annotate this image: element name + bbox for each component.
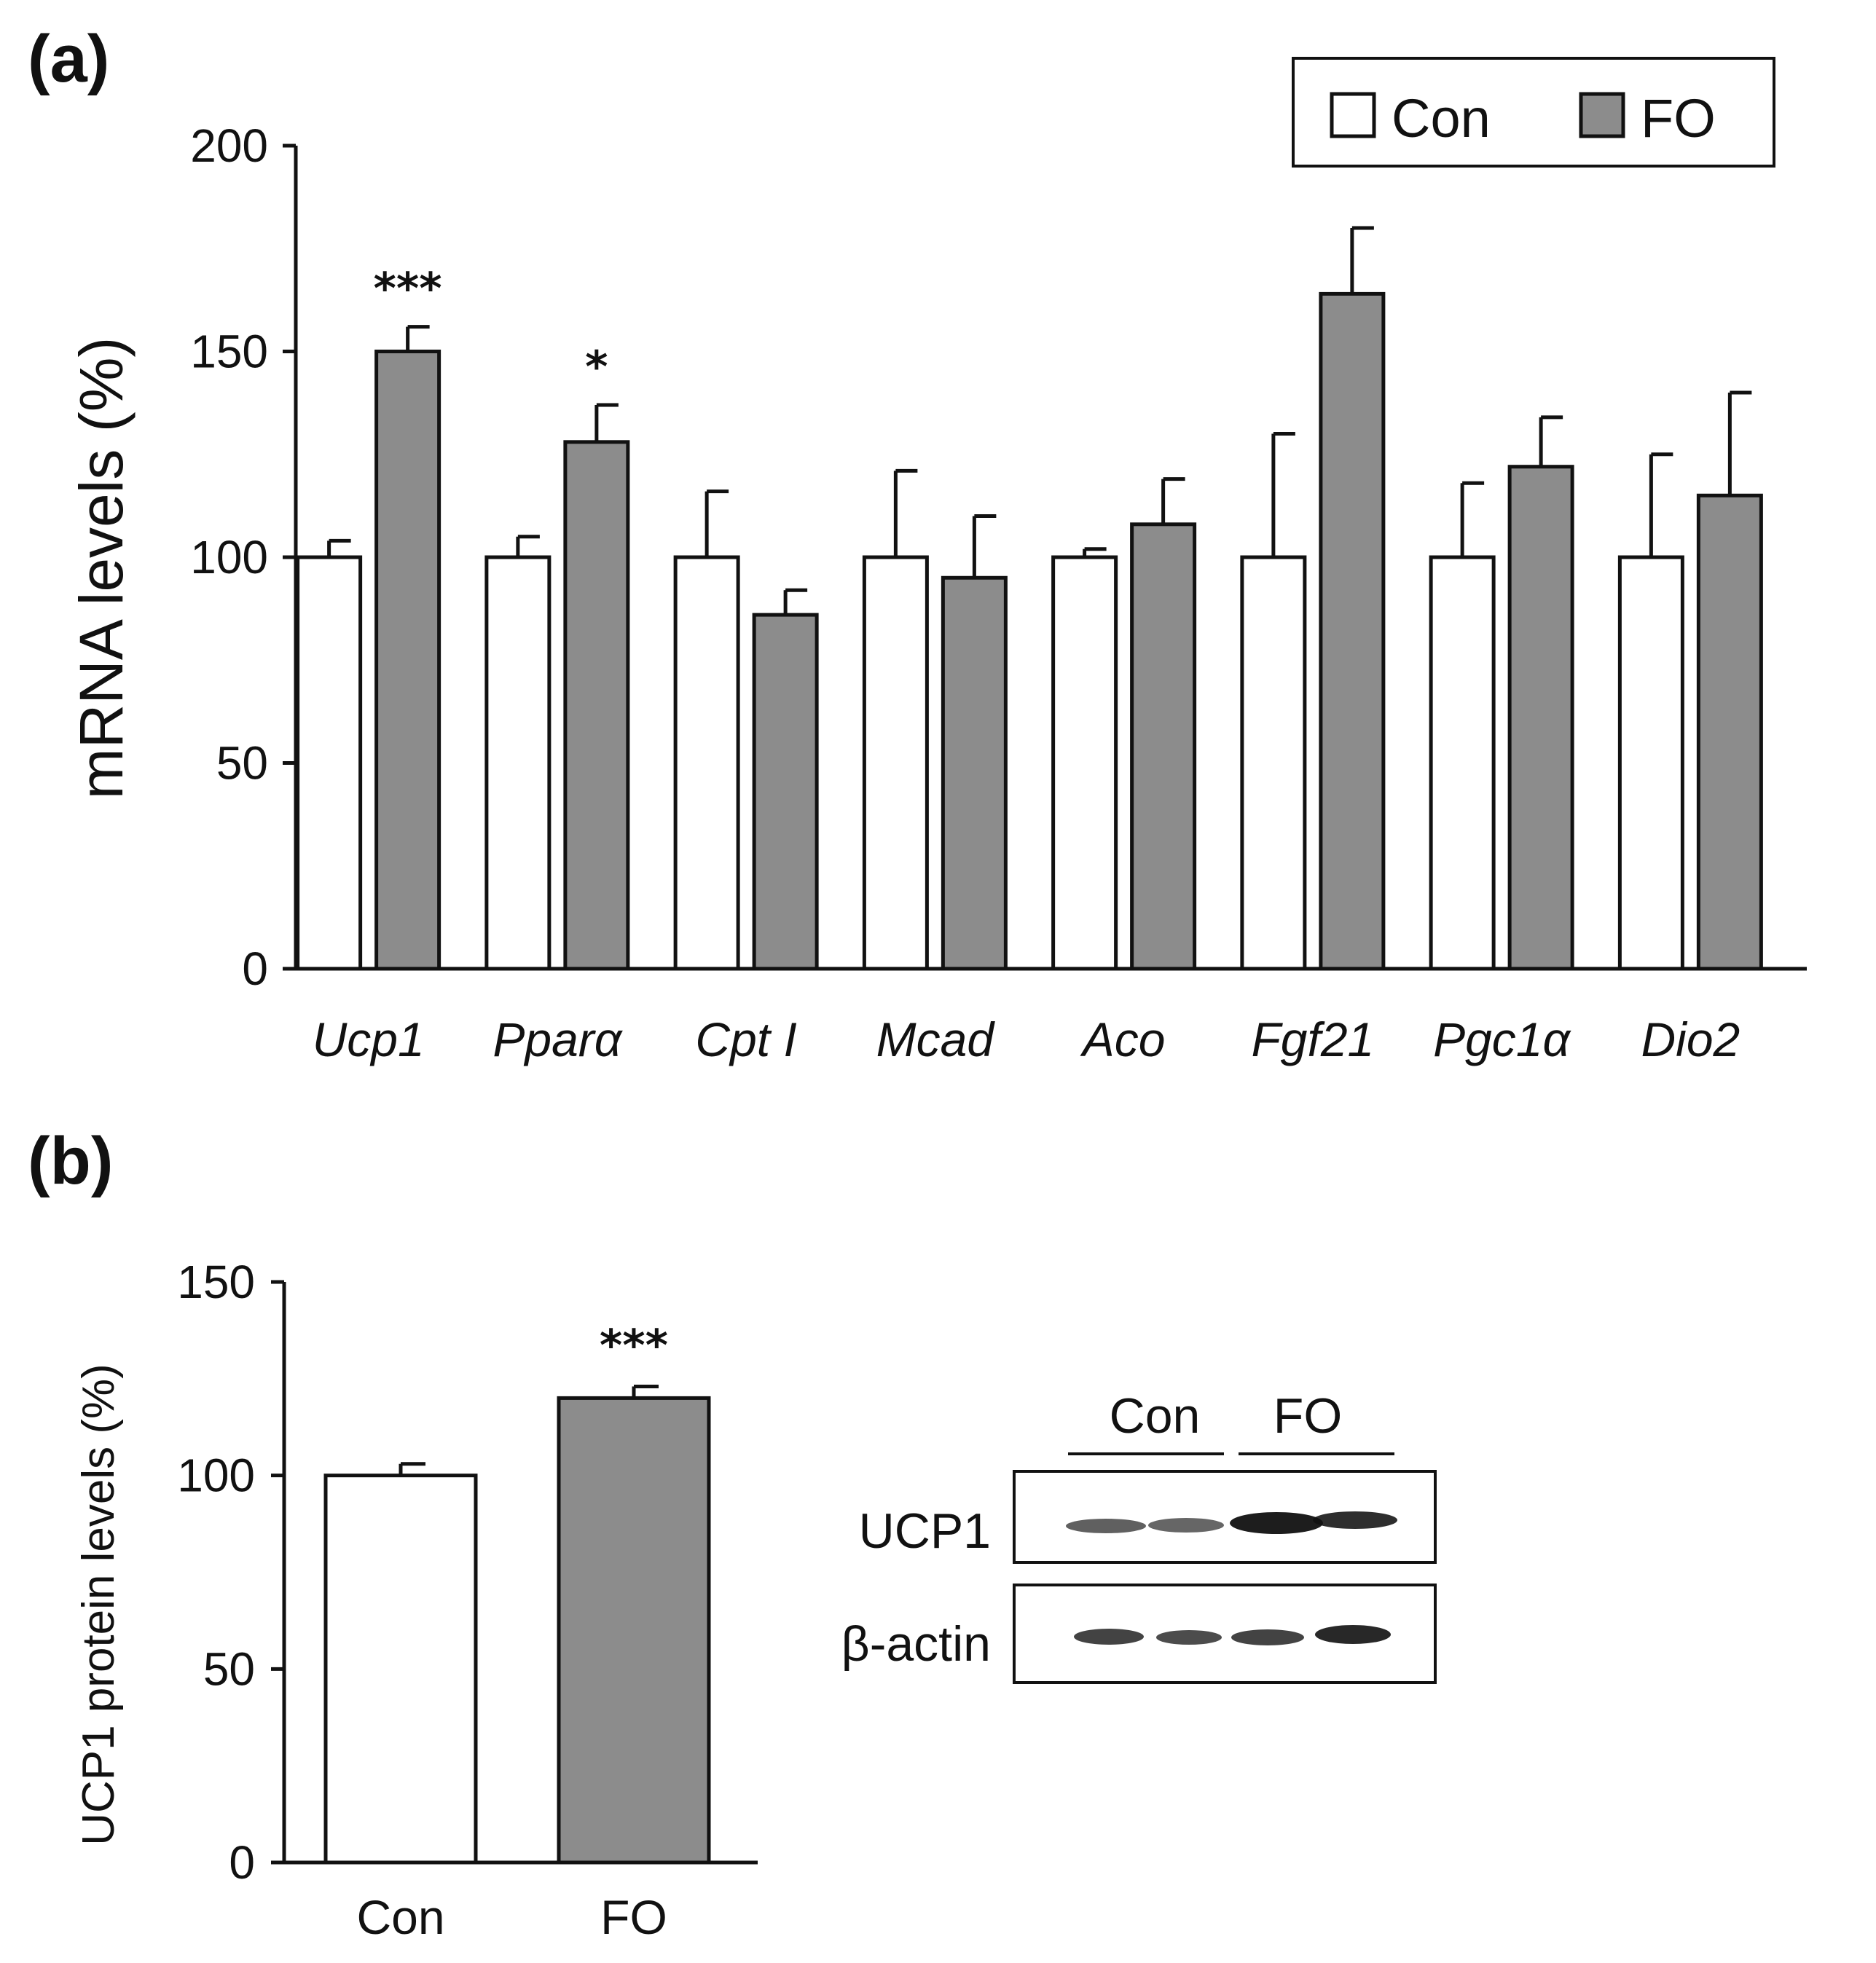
chart-a-y-tick-label: 0 [242, 943, 268, 995]
chart-a-bar-con-pgc1 [1429, 555, 1496, 971]
chart-a-significance-ppar: * [585, 342, 608, 393]
chart-a-bar-con-ppar [484, 555, 552, 971]
blot-band-ucp1-con-1 [1066, 1519, 1146, 1533]
legend-label-con: Con [1392, 88, 1491, 149]
blot-group-label-con: Con [1110, 1388, 1201, 1444]
chart-a-significance-ucp1: *** [374, 264, 442, 315]
legend-swatch-con [1330, 92, 1376, 138]
chart-a-category-label-pgc1: Pgc1α [1433, 1012, 1571, 1066]
chart-a-bar-fo-ucp1 [374, 350, 441, 971]
chart-b-bars [323, 1396, 711, 1865]
blot-group-label-fo: FO [1273, 1388, 1342, 1444]
blot-band-ucp1-con-2 [1148, 1518, 1224, 1533]
legend-swatch-fo [1579, 92, 1625, 138]
blot-band-ucp1-fo-1 [1230, 1512, 1323, 1534]
chart-b-y-tick-label: 100 [177, 1449, 255, 1502]
blot-band-actin-con-1 [1074, 1629, 1144, 1645]
blot-band-ucp1-fo-2 [1313, 1511, 1397, 1529]
chart-a-bars [296, 291, 1763, 971]
chart-a-bar-fo-ppar [563, 440, 630, 971]
blot-row-label-ucp1: UCP1 [859, 1503, 991, 1559]
chart-a-labels: 0 50 100 150 200 Ucp1 *** Pparα * Cpt I Mcad Aco Fgf… [190, 119, 1740, 1066]
chart-a-bar-fo-dio2 [1696, 493, 1763, 971]
chart-a-error-bars [327, 226, 1752, 615]
chart-a-bar-con-ucp1 [296, 555, 363, 971]
western-blot: Con FO UCP1 β-actin [841, 1388, 1437, 1684]
chart-a-category-label-aco: Aco [1080, 1012, 1166, 1066]
chart-b-bar-fo [557, 1396, 711, 1865]
chart-a-category-label-dio2: Dio2 [1641, 1012, 1740, 1066]
chart-b-category-label-con: Con [356, 1890, 444, 1944]
chart-a-category-label-mcad: Mcad [876, 1012, 996, 1066]
chart-a-bar-con-mcad [862, 555, 929, 971]
chart-b-axes [271, 1280, 758, 1865]
chart-b-bar-con [323, 1474, 478, 1865]
chart-a-y-tick-label: 200 [190, 119, 268, 172]
chart-a-category-label-fgf21: Fgf21 [1251, 1012, 1374, 1066]
panel-b-label: (b) [28, 1124, 113, 1198]
chart-a-y-tick-label: 50 [216, 737, 268, 790]
mrna-bar-chart: mRNA levels (%) 0 50 100 150 200 Ucp1 *** Pparα… [67, 57, 1807, 1066]
chart-b-error-bars [399, 1384, 659, 1476]
chart-b-significance-fo: *** [600, 1320, 668, 1371]
chart-b-y-tick-label: 0 [229, 1836, 255, 1889]
chart-a-bar-fo-mcad [941, 575, 1008, 971]
chart-b-labels: 0 50 100 150 Con FO *** [177, 1256, 668, 1944]
chart-a-bar-con-aco [1051, 555, 1118, 971]
chart-a-axes [283, 143, 1807, 971]
chart-a-category-label-ucp1: Ucp1 [313, 1012, 425, 1066]
chart-b-y-tick-label: 50 [203, 1643, 255, 1695]
chart-a-legend: Con FO [1292, 57, 1775, 168]
panel-a-label: (a) [28, 22, 109, 96]
ucp1-protein-bar-chart: UCP1 protein levels (%) 0 50 100 150 Con FO **… [74, 1256, 758, 1944]
chart-a-y-tick-label: 150 [190, 326, 268, 378]
chart-a-bar-fo-cpt-i [752, 613, 819, 971]
chart-a-y-axis-title: mRNA levels (%) [67, 337, 136, 800]
chart-a-bar-fo-fgf21 [1319, 291, 1386, 971]
chart-a-category-label-ppar: Pparα [492, 1012, 623, 1066]
chart-a-bar-con-fgf21 [1240, 555, 1307, 971]
blot-band-actin-fo-2 [1315, 1625, 1391, 1644]
blot-band-actin-con-2 [1156, 1630, 1222, 1645]
chart-b-y-tick-label: 150 [177, 1256, 255, 1308]
chart-b-y-axis-title: UCP1 protein levels (%) [74, 1364, 124, 1846]
chart-a-category-label-cpt-i: Cpt I [695, 1012, 796, 1066]
blot-row-label-actin: β-actin [841, 1616, 991, 1672]
chart-a-bar-con-dio2 [1617, 555, 1684, 971]
chart-a-bar-con-cpt-i [673, 555, 740, 971]
chart-b-category-label-fo: FO [600, 1890, 667, 1944]
legend-label-fo: FO [1641, 88, 1716, 149]
chart-a-y-tick-label: 100 [190, 531, 268, 583]
chart-a-bar-fo-aco [1130, 522, 1197, 971]
chart-a-bar-fo-pgc1 [1507, 465, 1574, 971]
blot-band-actin-fo-1 [1231, 1629, 1304, 1645]
